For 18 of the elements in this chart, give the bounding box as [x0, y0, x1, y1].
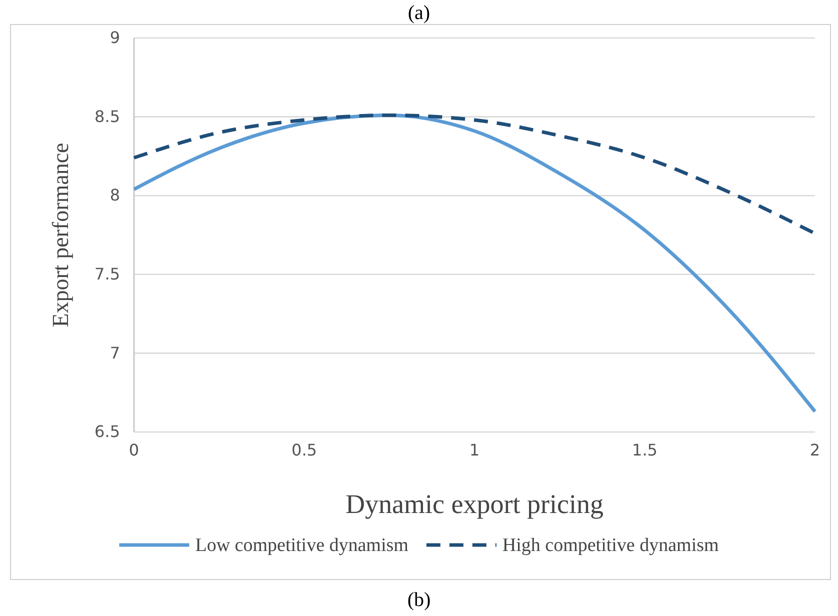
legend-label: High competitive dynamism — [502, 535, 719, 556]
x-tick-label: 0.5 — [292, 440, 317, 460]
y-tick-label: 8 — [110, 186, 120, 205]
x-tick-label: 1.5 — [632, 440, 658, 460]
line-series — [132, 113, 817, 414]
text: (a) — [408, 2, 430, 24]
text: (b) — [407, 589, 431, 611]
legend-label: Low competitive dynamism — [195, 535, 409, 556]
x-axis-title: Dynamic export pricing — [346, 489, 604, 519]
y-tick-label: 7 — [110, 343, 120, 362]
y-tick-label: 7.5 — [94, 264, 120, 284]
x-tick-label: 1 — [469, 440, 480, 460]
y-tick-label: 8.5 — [94, 106, 120, 126]
y-tick-label: 9 — [110, 28, 120, 48]
x-tick-label: 2 — [810, 440, 820, 460]
x-tick-label: 0 — [128, 440, 140, 460]
y-tick-label: 6.5 — [94, 422, 120, 442]
y-axis-title: Export performance — [48, 142, 73, 328]
